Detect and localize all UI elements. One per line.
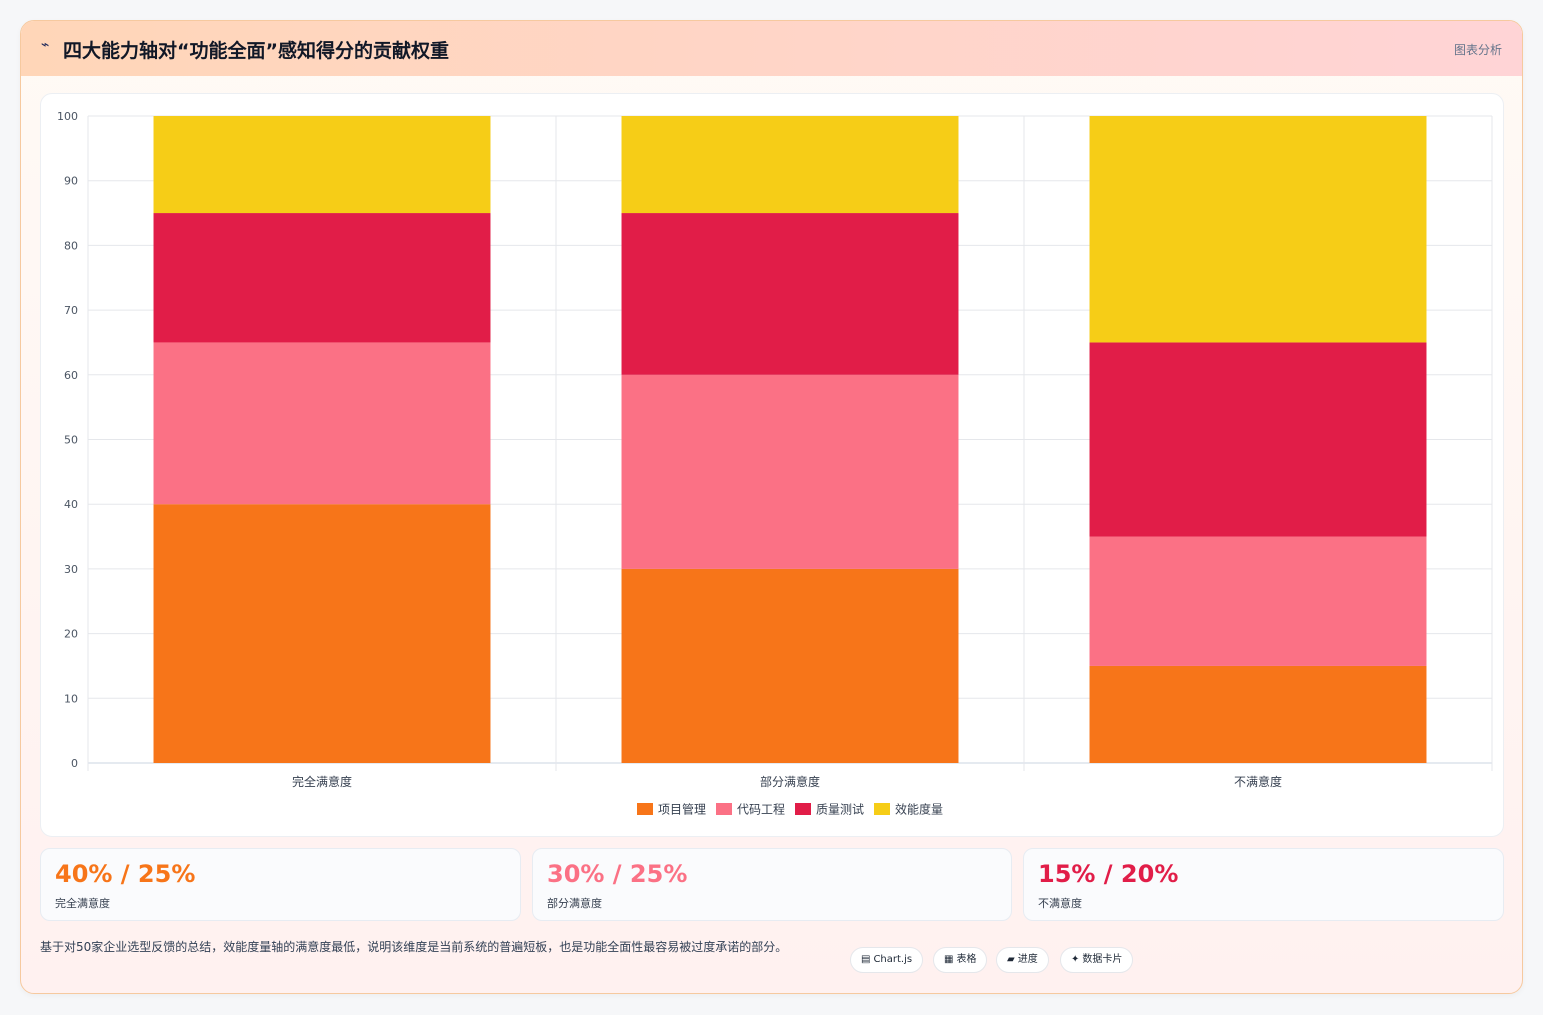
card-header: ⌁ 四大能力轴对“功能全面”感知得分的贡献权重 图表分析	[21, 21, 1522, 76]
summary-footnote: 基于对50家企业选型反馈的总结，效能度量轴的满意度最低，说明该维度是当前系统的普…	[40, 940, 788, 954]
bar-segment	[1089, 665, 1427, 763]
progress-icon: ▰	[1007, 954, 1015, 965]
tag-label: 进度	[1017, 954, 1038, 965]
stat-value: 30% / 25%	[547, 860, 688, 888]
y-tick-label: 30	[64, 563, 78, 576]
legend-label: 质量测试	[816, 802, 864, 817]
stacked-bar-chart: 0 10 20 30 40 50 60 70 80 90 100 完全满意度 部分满意度 不满意度 项目管…	[57, 110, 1493, 817]
bar-segment	[621, 568, 959, 763]
legend-swatch	[874, 803, 890, 815]
y-tick-label: 70	[64, 304, 78, 317]
tag-label: 数据卡片	[1082, 954, 1123, 965]
legend-label: 效能度量	[895, 802, 943, 817]
sparkle-icon: ✦	[1071, 954, 1080, 965]
y-tick-label: 10	[64, 692, 78, 705]
tag-label: 表格	[956, 954, 977, 965]
chart-analysis-tag: 图表分析	[1453, 43, 1502, 57]
card-title: 四大能力轴对“功能全面”感知得分的贡献权重	[63, 40, 449, 62]
y-tick-label: 100	[57, 110, 78, 123]
tag-progress[interactable]: ▰ 进度	[996, 947, 1049, 973]
stat-card-partial: 30% / 25% 部分满意度	[532, 848, 1012, 921]
stat-label: 不满意度	[1038, 897, 1082, 910]
tag-table[interactable]: ▦ 表格	[933, 947, 988, 973]
legend-swatch	[716, 803, 732, 815]
bar-segment	[621, 213, 959, 375]
legend-swatch	[637, 803, 653, 815]
stat-card-unsatisfied: 15% / 20% 不满意度	[1023, 848, 1504, 921]
chart-icon: ▤	[861, 954, 871, 965]
tag-data-card[interactable]: ✦ 数据卡片	[1060, 947, 1134, 973]
y-tick-label: 80	[64, 239, 78, 252]
bar-segment	[1089, 342, 1427, 537]
chart-card: ⌁ 四大能力轴对“功能全面”感知得分的贡献权重 图表分析 0 10 20 30 40 50…	[20, 20, 1523, 994]
legend-label: 代码工程	[737, 802, 785, 817]
bar-segment	[153, 342, 491, 505]
table-icon: ▦	[944, 954, 954, 965]
stat-card-full: 40% / 25% 完全满意度	[40, 848, 521, 921]
tag-chartjs[interactable]: ▤ Chart.js	[850, 947, 924, 973]
legend-label: 项目管理	[658, 802, 706, 817]
tag-label: Chart.js	[873, 954, 913, 965]
y-tick-label: 0	[71, 757, 78, 770]
legend-swatch	[795, 803, 811, 815]
bar-segment	[153, 116, 491, 214]
x-tick-label: 不满意度	[1234, 774, 1282, 789]
y-tick-label: 90	[64, 175, 78, 188]
chart-panel: 0 10 20 30 40 50 60 70 80 90 100 完全满意度 部分满意度 不满意度 项目管…	[40, 93, 1504, 837]
y-tick-label: 20	[64, 628, 78, 641]
x-tick-label: 完全满意度	[292, 774, 352, 789]
bar-segment	[153, 504, 491, 763]
stat-label: 部分满意度	[547, 897, 602, 910]
stat-label: 完全满意度	[55, 897, 110, 910]
y-tick-label: 60	[64, 369, 78, 382]
bar-segment	[153, 213, 491, 343]
x-tick-label: 部分满意度	[760, 774, 820, 789]
bar-segment	[621, 374, 959, 569]
bar-segment	[1089, 116, 1427, 343]
y-tick-label: 50	[64, 434, 78, 447]
chart-line-icon: ⌁	[41, 37, 50, 53]
stat-value: 40% / 25%	[55, 860, 196, 888]
bar-segment	[621, 116, 959, 214]
bar-segment	[1089, 536, 1427, 666]
y-tick-label: 40	[64, 498, 78, 511]
stat-value: 15% / 20%	[1038, 860, 1179, 888]
